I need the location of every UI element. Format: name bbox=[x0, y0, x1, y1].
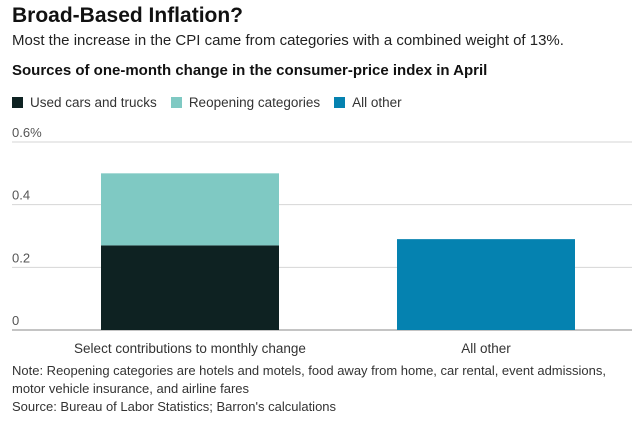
chart-plot: 0 0.2 0.4 0.6% Select contributions to month… bbox=[12, 125, 632, 356]
chart-note: Note: Reopening categories are hotels an… bbox=[12, 363, 606, 396]
legend-label-all-other: All other bbox=[352, 95, 402, 110]
chart-title: Sources of one-month change in the consu… bbox=[12, 62, 488, 79]
bar-layer bbox=[101, 173, 575, 330]
legend-label-reopening: Reopening categories bbox=[188, 95, 321, 110]
x-tick-label: Select contributions to monthly change bbox=[74, 341, 306, 356]
x-tick-label: All other bbox=[461, 341, 511, 356]
y-tick-label: 0 bbox=[12, 313, 19, 328]
legend-item-reopening: Reopening categories bbox=[170, 95, 321, 110]
y-tick-label: 0.2 bbox=[12, 250, 30, 265]
legend-label-used-cars: Used cars and trucks bbox=[30, 95, 157, 110]
legend-item-all-other: All other bbox=[334, 95, 402, 110]
legend-swatch-reopening bbox=[170, 97, 182, 108]
page-title: Broad-Based Inflation? bbox=[12, 4, 244, 27]
legend-item-used-cars: Used cars and trucks bbox=[12, 95, 157, 110]
label-layer: 0 0.2 0.4 0.6% Select contributions to month… bbox=[12, 125, 511, 356]
bar-segment bbox=[101, 173, 279, 246]
y-tick-label: 0.4 bbox=[12, 188, 30, 203]
chart-source: Source: Bureau of Labor Statistics; Barr… bbox=[12, 399, 337, 414]
page-subtitle: Most the increase in the CPI came from c… bbox=[12, 32, 564, 49]
legend-swatch-all-other bbox=[334, 97, 346, 108]
chart-notes: Note: Reopening categories are hotels an… bbox=[12, 362, 632, 416]
bar-segment bbox=[101, 245, 279, 330]
legend-swatch-used-cars bbox=[12, 97, 23, 108]
y-tick-label: 0.6% bbox=[12, 125, 42, 140]
bar-segment bbox=[397, 239, 575, 330]
chart-legend: Used cars and trucks Reopening categorie… bbox=[12, 95, 416, 110]
